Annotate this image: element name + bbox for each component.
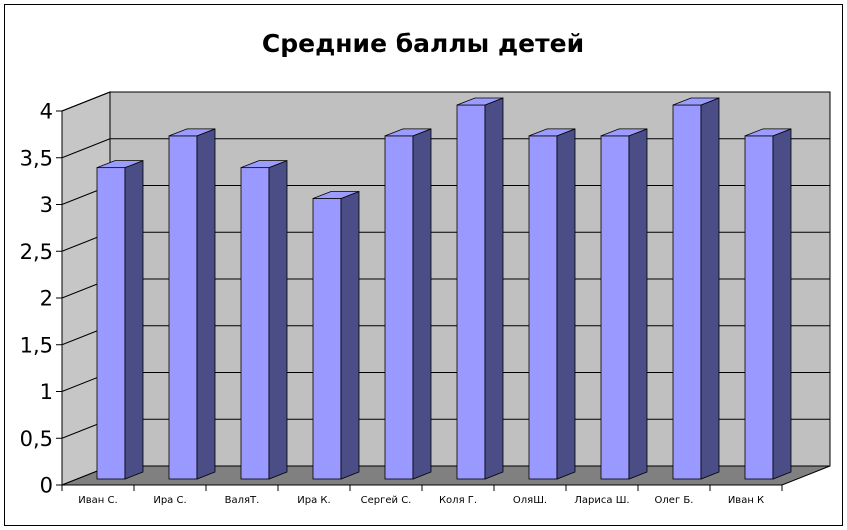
y-tick-label: 2,5 bbox=[20, 240, 53, 264]
axes bbox=[56, 110, 783, 491]
x-tick-label: Ира К. bbox=[297, 495, 330, 506]
bar-side-face bbox=[124, 160, 144, 480]
x-tick-label: ВаляТ. bbox=[225, 495, 260, 506]
bar-4 bbox=[312, 190, 360, 480]
bar-top-face bbox=[96, 160, 144, 169]
chart-title: Средние баллы детей bbox=[262, 29, 584, 58]
y-tick-label: 4 bbox=[40, 100, 53, 124]
bar-front-face bbox=[456, 104, 486, 480]
bar-front-face bbox=[312, 198, 342, 480]
x-tick-label: Иван К bbox=[728, 495, 764, 506]
x-tick-label: Ира С. bbox=[153, 495, 186, 506]
bar-front-face bbox=[600, 135, 630, 480]
bar-side-face bbox=[628, 128, 648, 480]
bar-8 bbox=[600, 128, 648, 480]
y-tick-label: 0,5 bbox=[20, 427, 53, 451]
bar-top-face bbox=[744, 128, 792, 137]
x-tick-label: Коля Г. bbox=[439, 495, 477, 506]
x-tick-label: ОляШ. bbox=[513, 495, 547, 506]
bar-1 bbox=[96, 160, 144, 480]
bar-top-face bbox=[312, 191, 360, 199]
y-tick-label: 2 bbox=[40, 287, 53, 311]
bar-front-face bbox=[672, 104, 702, 480]
y-tick-label: 3 bbox=[40, 193, 53, 217]
bar-side-face bbox=[556, 128, 576, 480]
bar-side-face bbox=[412, 128, 432, 480]
bar-side-face bbox=[196, 128, 216, 480]
bar-side-face bbox=[340, 190, 360, 480]
bar-9 bbox=[672, 97, 720, 480]
x-tick-label: Сергей С. bbox=[361, 495, 412, 506]
bar-5 bbox=[384, 128, 432, 480]
y-tick-label: 1,5 bbox=[20, 333, 53, 357]
x-tick-label: Иван С. bbox=[78, 495, 117, 506]
axis-labels: 0 0,5 1 1,5 2 2,5 3 3,5 4 Иван С. Ира С. ВаляТ. Ира … bbox=[20, 100, 765, 507]
y-tick-label: 3,5 bbox=[20, 146, 53, 170]
bar-front-face bbox=[384, 135, 414, 480]
side-wall-gridline bbox=[61, 138, 111, 159]
bar-side-face bbox=[700, 97, 720, 480]
bar-front-face bbox=[744, 135, 774, 480]
bar-top-face bbox=[456, 97, 504, 106]
x-tick-label: Олег Б. bbox=[655, 495, 694, 506]
y-tick-label: 1 bbox=[40, 380, 53, 404]
x-tick-label: Лариса Ш. bbox=[574, 495, 629, 506]
bar-top-face bbox=[600, 128, 648, 137]
bar-front-face bbox=[96, 167, 126, 480]
bar-top-face bbox=[528, 128, 576, 137]
bar-top-face bbox=[672, 97, 720, 106]
side-wall-gridline bbox=[61, 91, 111, 112]
bar-front-face bbox=[528, 135, 558, 480]
bar-front-face bbox=[168, 135, 198, 480]
bar-side-face bbox=[268, 160, 288, 480]
bar-top-face bbox=[168, 128, 216, 137]
bar-10 bbox=[744, 128, 792, 480]
bar-7 bbox=[528, 128, 576, 480]
bar-2 bbox=[168, 128, 216, 480]
bar-side-face bbox=[772, 128, 792, 480]
y-tick-label: 0 bbox=[40, 474, 53, 498]
bar-series bbox=[96, 97, 792, 480]
bar-6 bbox=[456, 97, 504, 480]
bar-top-face bbox=[384, 128, 432, 137]
bar-top-face bbox=[240, 160, 288, 169]
bar-3 bbox=[240, 160, 288, 480]
bar-front-face bbox=[240, 167, 270, 480]
bar-side-face bbox=[484, 97, 504, 480]
